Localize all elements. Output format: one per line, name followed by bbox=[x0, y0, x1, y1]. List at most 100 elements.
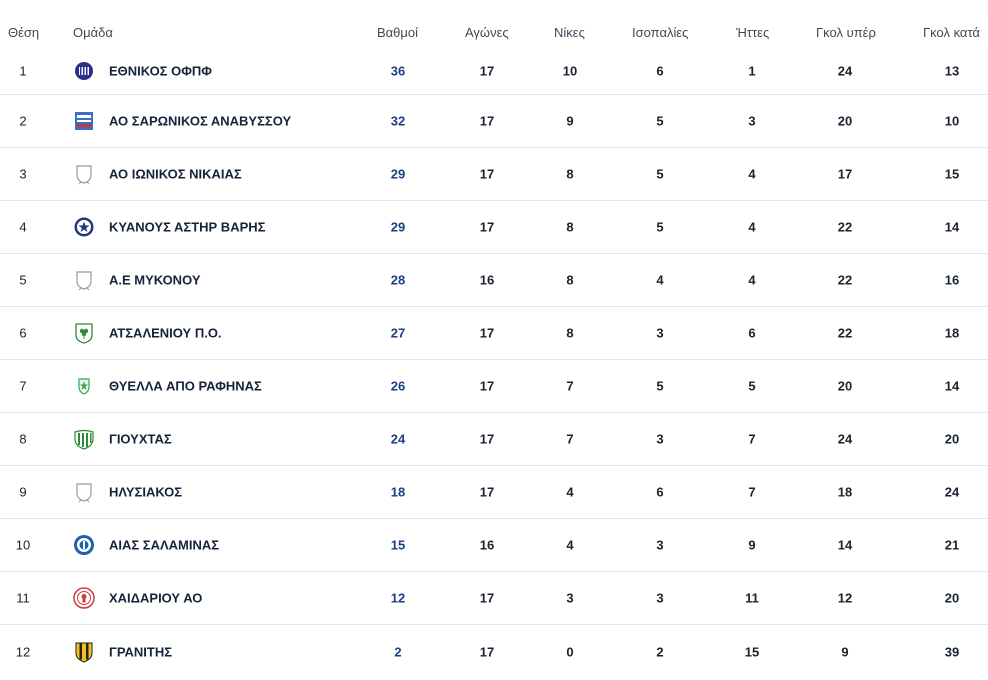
table-row[interactable]: 4 ΚΥΑΝΟΥΣ ΑΣΤΗΡ ΒΑΡΗΣ 29 17 8 5 4 22 14 bbox=[0, 201, 988, 254]
row-played: 17 bbox=[479, 219, 495, 235]
row-team-name[interactable]: ΓΡΑΝΙΤΗΣ bbox=[109, 644, 173, 659]
saronikos-crest-icon bbox=[73, 110, 95, 132]
row-position: 11 bbox=[16, 590, 30, 606]
row-played: 17 bbox=[479, 166, 495, 182]
table-row[interactable]: 8 ΓΙΟΥΧΤΑΣ 24 17 7 3 7 24 20 bbox=[0, 413, 988, 466]
table-row[interactable]: 3 ΑΟ ΙΩΝΙΚΟΣ ΝΙΚΑΙΑΣ 29 17 8 5 4 17 15 bbox=[0, 148, 988, 201]
row-draws: 3 bbox=[656, 537, 664, 553]
row-losses: 5 bbox=[748, 378, 756, 394]
row-wins: 4 bbox=[566, 484, 574, 500]
placeholder-shield-icon bbox=[73, 481, 95, 503]
row-draws: 4 bbox=[656, 272, 664, 288]
row-goals-against: 39 bbox=[944, 644, 960, 659]
header-goals-for: Γκολ υπέρ bbox=[816, 25, 876, 40]
header-goals-against: Γκολ κατά bbox=[923, 25, 980, 40]
row-points: 27 bbox=[390, 325, 406, 341]
row-position: 12 bbox=[15, 644, 31, 659]
row-position: 3 bbox=[19, 166, 27, 182]
blue-circle-crest-icon bbox=[73, 534, 95, 556]
row-draws: 3 bbox=[656, 431, 664, 447]
row-goals-for: 18 bbox=[837, 484, 853, 500]
row-goals-against: 10 bbox=[944, 113, 960, 129]
row-team-name[interactable]: ΚΥΑΝΟΥΣ ΑΣΤΗΡ ΒΑΡΗΣ bbox=[109, 219, 266, 235]
row-goals-for: 22 bbox=[837, 219, 853, 235]
row-team-name[interactable]: ΓΙΟΥΧΤΑΣ bbox=[109, 431, 172, 447]
row-position: 1 bbox=[19, 63, 27, 79]
row-goals-against: 14 bbox=[944, 378, 960, 394]
row-wins: 10 bbox=[562, 63, 578, 79]
table-row[interactable]: 12 ΓΡΑΝΙΤΗΣ 2 17 0 2 15 9 39 bbox=[0, 625, 988, 678]
row-team-name[interactable]: ΑΤΣΑΛΕΝΙΟΥ Π.Ο. bbox=[109, 325, 222, 341]
row-team-name[interactable]: ΑΙΑΣ ΣΑΛΑΜΙΝΑΣ bbox=[109, 537, 220, 553]
row-points: 32 bbox=[390, 113, 406, 129]
row-team-name[interactable]: ΘΥΕΛΛΑ ΑΠΟ ΡΑΦΗΝΑΣ bbox=[109, 378, 262, 394]
header-wins: Νίκες bbox=[554, 25, 585, 40]
row-points: 18 bbox=[390, 484, 406, 500]
row-played: 17 bbox=[479, 113, 495, 129]
row-wins: 0 bbox=[566, 644, 574, 659]
row-goals-for: 22 bbox=[837, 272, 853, 288]
placeholder-shield-icon bbox=[73, 163, 95, 185]
row-team-name[interactable]: ΗΛΥΣΙΑΚΟΣ bbox=[109, 484, 183, 500]
row-losses: 4 bbox=[748, 166, 756, 182]
green-crest-icon bbox=[73, 375, 95, 397]
row-team-name[interactable]: ΑΟ ΣΑΡΩΝΙΚΟΣ ΑΝΑΒΥΣΣΟΥ bbox=[109, 113, 292, 129]
row-points: 12 bbox=[390, 590, 406, 606]
row-goals-for: 14 bbox=[837, 537, 853, 553]
row-draws: 6 bbox=[656, 63, 664, 79]
row-points: 24 bbox=[390, 431, 406, 447]
row-played: 17 bbox=[479, 590, 495, 606]
table-row[interactable]: 1 ΕΘΝΙΚΟΣ ΟΦΠΦ 36 17 10 6 1 24 13 bbox=[0, 48, 988, 95]
table-row[interactable]: 5 Α.Ε ΜΥΚΟΝΟΥ 28 16 8 4 4 22 16 bbox=[0, 254, 988, 307]
row-position: 8 bbox=[19, 431, 27, 447]
row-team-name[interactable]: ΑΟ ΙΩΝΙΚΟΣ ΝΙΚΑΙΑΣ bbox=[109, 166, 242, 182]
table-row[interactable]: 11 ΧΑΙΔΑΡΙΟΥ ΑΟ 12 17 3 3 11 12 20 bbox=[0, 572, 988, 625]
row-losses: 11 bbox=[745, 590, 759, 606]
ethnikos-crest-icon bbox=[73, 60, 95, 82]
row-goals-against: 16 bbox=[944, 272, 960, 288]
row-wins: 9 bbox=[566, 113, 574, 129]
row-draws: 5 bbox=[656, 219, 664, 235]
row-points: 28 bbox=[390, 272, 406, 288]
table-row[interactable]: 2 ΑΟ ΣΑΡΩΝΙΚΟΣ ΑΝΑΒΥΣΣΟΥ 32 17 9 5 3 20 10 bbox=[0, 95, 988, 148]
row-goals-for: 20 bbox=[837, 378, 853, 394]
row-played: 17 bbox=[479, 63, 495, 79]
row-points: 29 bbox=[390, 166, 406, 182]
table-body: 1 ΕΘΝΙΚΟΣ ΟΦΠΦ 36 17 10 6 1 24 13 2 ΑΟ ΣΑΡΩΝΙΚΟΣ Α… bbox=[0, 48, 988, 678]
star-crest-icon bbox=[73, 216, 95, 238]
table-row[interactable]: 10 ΑΙΑΣ ΣΑΛΑΜΙΝΑΣ 15 16 4 3 9 14 21 bbox=[0, 519, 988, 572]
row-losses: 7 bbox=[748, 484, 756, 500]
row-position: 2 bbox=[19, 113, 27, 129]
row-wins: 8 bbox=[566, 325, 574, 341]
row-goals-against: 15 bbox=[944, 166, 960, 182]
row-losses: 1 bbox=[748, 63, 756, 79]
row-goals-for: 20 bbox=[837, 113, 853, 129]
table-header: Θέση Ομάδα Βαθμοί Αγώνες Νίκες Ισοπαλίες… bbox=[0, 0, 988, 48]
row-goals-for: 24 bbox=[837, 63, 853, 79]
row-team-name[interactable]: Α.Ε ΜΥΚΟΝΟΥ bbox=[109, 272, 201, 288]
placeholder-shield-icon bbox=[73, 269, 95, 291]
row-position: 10 bbox=[15, 537, 31, 553]
row-goals-against: 24 bbox=[944, 484, 960, 500]
row-position: 5 bbox=[19, 272, 27, 288]
row-draws: 5 bbox=[656, 378, 664, 394]
row-wins: 8 bbox=[566, 166, 574, 182]
header-team: Ομάδα bbox=[73, 25, 113, 40]
row-played: 17 bbox=[479, 325, 495, 341]
row-goals-against: 13 bbox=[944, 63, 960, 79]
row-played: 17 bbox=[479, 378, 495, 394]
table-row[interactable]: 6 ΑΤΣΑΛΕΝΙΟΥ Π.Ο. 27 17 8 3 6 22 18 bbox=[0, 307, 988, 360]
row-goals-against: 21 bbox=[944, 537, 960, 553]
row-wins: 3 bbox=[566, 590, 574, 606]
row-points: 36 bbox=[390, 63, 406, 79]
row-goals-for: 12 bbox=[837, 590, 853, 606]
row-losses: 7 bbox=[748, 431, 756, 447]
table-row[interactable]: 7 ΘΥΕΛΛΑ ΑΠΟ ΡΑΦΗΝΑΣ 26 17 7 5 5 20 14 bbox=[0, 360, 988, 413]
header-losses: Ήττες bbox=[736, 25, 770, 40]
table-row[interactable]: 9 ΗΛΥΣΙΑΚΟΣ 18 17 4 6 7 18 24 bbox=[0, 466, 988, 519]
row-goals-against: 20 bbox=[944, 431, 960, 447]
row-goals-for: 24 bbox=[837, 431, 853, 447]
row-team-name[interactable]: ΕΘΝΙΚΟΣ ΟΦΠΦ bbox=[109, 63, 212, 79]
row-goals-for: 17 bbox=[837, 166, 853, 182]
row-team-name[interactable]: ΧΑΙΔΑΡΙΟΥ ΑΟ bbox=[109, 590, 203, 606]
